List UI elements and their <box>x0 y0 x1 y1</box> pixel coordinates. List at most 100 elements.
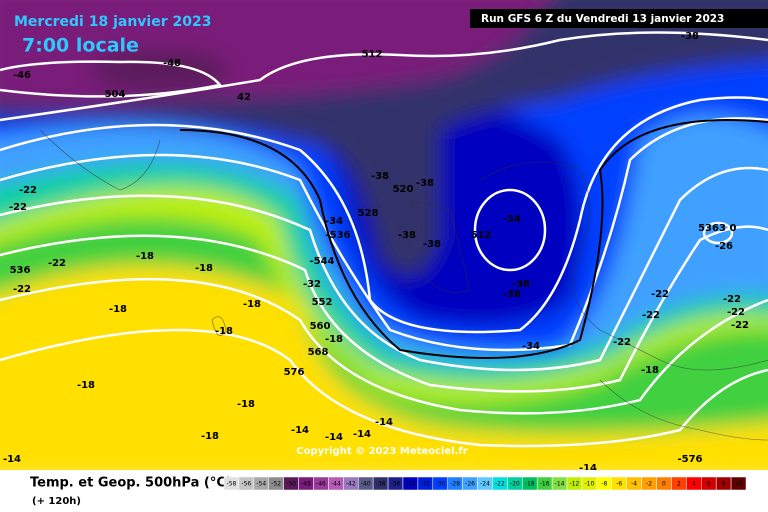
contour-label: -544 <box>309 256 334 267</box>
scale-label: 8 <box>722 481 726 488</box>
scale-label: -20 <box>510 481 520 488</box>
geopotential-contours <box>0 31 768 448</box>
contour-label: -18 <box>136 251 154 262</box>
contour-label: -38 <box>398 230 416 241</box>
scale-label: -28 <box>450 481 460 488</box>
scale-label: 6 <box>707 481 711 488</box>
contour-labels: -46 -48 504 512 42 -38 -22 -22 536 -22 -22 -18 -18 -1… <box>3 31 749 474</box>
scale-label: -34 <box>406 481 416 488</box>
contour-label: -38 <box>503 289 521 300</box>
scale-label: -54 <box>256 481 266 488</box>
scale-label: -30 <box>435 481 445 488</box>
contour-label: 512 <box>471 230 492 241</box>
contour-label: -14 <box>579 463 597 474</box>
contour-label: -22 <box>651 289 669 300</box>
contour-label: -22 <box>642 310 660 321</box>
contour-label: 568 <box>308 347 329 358</box>
contour-label: -18 <box>243 299 261 310</box>
time-label: 7:00 locale <box>22 35 139 57</box>
scale-label: 4 <box>692 481 696 488</box>
scale-label: -8 <box>601 481 607 488</box>
contour-label: -32 <box>303 279 321 290</box>
scale-label: -44 <box>331 481 341 488</box>
contour-label: -22 <box>731 320 749 331</box>
contour-label: -38 <box>371 171 389 182</box>
contour-label: -22 <box>613 337 631 348</box>
scale-label: -22 <box>495 481 505 488</box>
scale-label: -38 <box>376 481 386 488</box>
coastlines <box>39 129 768 441</box>
contour-label: 560 <box>310 321 331 332</box>
copyright: Copyright © 2023 Meteociel.fr <box>296 446 467 457</box>
contour-label: -14 <box>3 454 21 465</box>
contour-label: -536 <box>325 230 350 241</box>
contour-label: -18 <box>641 365 659 376</box>
contour-label: 0 <box>730 223 737 234</box>
contour-label: -18 <box>201 431 219 442</box>
contour-label: 520 <box>393 184 414 195</box>
contour-label: 552 <box>312 297 333 308</box>
scale-label: -40 <box>361 481 371 488</box>
footer-title: Temp. et Geop. 500hPa (°C) <box>30 476 232 491</box>
contour-label: -34 <box>325 216 343 227</box>
contour-label: -18 <box>77 380 95 391</box>
contour-label: -18 <box>215 326 233 337</box>
scale-label: -36 <box>391 481 401 488</box>
contour-label: -18 <box>237 399 255 410</box>
scale-swatch <box>730 476 747 491</box>
contour-label: -22 <box>727 307 745 318</box>
contour-label: -14 <box>375 417 393 428</box>
scale-label: 10 <box>735 481 743 488</box>
scale-label: -16 <box>540 481 550 488</box>
contour-label: 536 <box>10 265 31 276</box>
contour-label: 42 <box>237 92 251 103</box>
contour-label: -14 <box>291 425 309 436</box>
scale-label: -46 <box>316 481 326 488</box>
scale-label: -10 <box>584 481 594 488</box>
contour-label: -38 <box>512 279 530 290</box>
scale-label: -48 <box>301 481 311 488</box>
contour-label: -18 <box>195 263 213 274</box>
contour-label: -22 <box>13 284 31 295</box>
scale-label: -32 <box>420 481 430 488</box>
contour-label: -48 <box>163 58 181 69</box>
contour-label: -18 <box>325 334 343 345</box>
contour-label: -38 <box>681 31 699 42</box>
color-scale: -58 -56 -54 -52 -50 -48 -46 -44 -42 -40 -38 -36 -34-… <box>223 476 747 491</box>
contour-label: -22 <box>48 258 66 269</box>
scale-label: -50 <box>286 481 296 488</box>
contour-label: -26 <box>715 241 733 252</box>
contour-label: -46 <box>13 70 31 81</box>
scale-label: -2 <box>646 481 652 488</box>
contour-label: 504 <box>105 89 126 100</box>
contour-label: -14 <box>325 432 343 443</box>
scale-label: -24 <box>480 481 490 488</box>
contour-label: -22 <box>19 185 37 196</box>
contour-label: 512 <box>362 49 383 60</box>
scale-label: -42 <box>346 481 356 488</box>
contour-label: 528 <box>358 208 379 219</box>
contour-label: 576 <box>284 367 305 378</box>
contour-label: -576 <box>677 454 702 465</box>
contour-label: -22 <box>9 202 27 213</box>
scale-label: 2 <box>677 481 681 488</box>
isotherm-contour <box>179 119 768 359</box>
contour-label: -34 <box>522 341 540 352</box>
scale-label: -4 <box>631 481 637 488</box>
scale-label: -14 <box>555 481 565 488</box>
run-label: Run GFS 6 Z du Vendredi 13 janvier 2023 <box>481 13 724 25</box>
scale-label: -18 <box>525 481 535 488</box>
contour-label: -22 <box>723 294 741 305</box>
contour-label: -18 <box>109 304 127 315</box>
date-label: Mercredi 18 janvier 2023 <box>14 14 211 30</box>
scale-label: -58 <box>227 481 237 488</box>
scale-label: -6 <box>616 481 622 488</box>
contour-label: 5363 <box>698 223 726 234</box>
contour-label: -14 <box>353 429 371 440</box>
scale-label: -56 <box>241 481 251 488</box>
run-banner <box>470 9 768 28</box>
contour-label: -38 <box>423 239 441 250</box>
scale-label: 0 <box>662 481 666 488</box>
